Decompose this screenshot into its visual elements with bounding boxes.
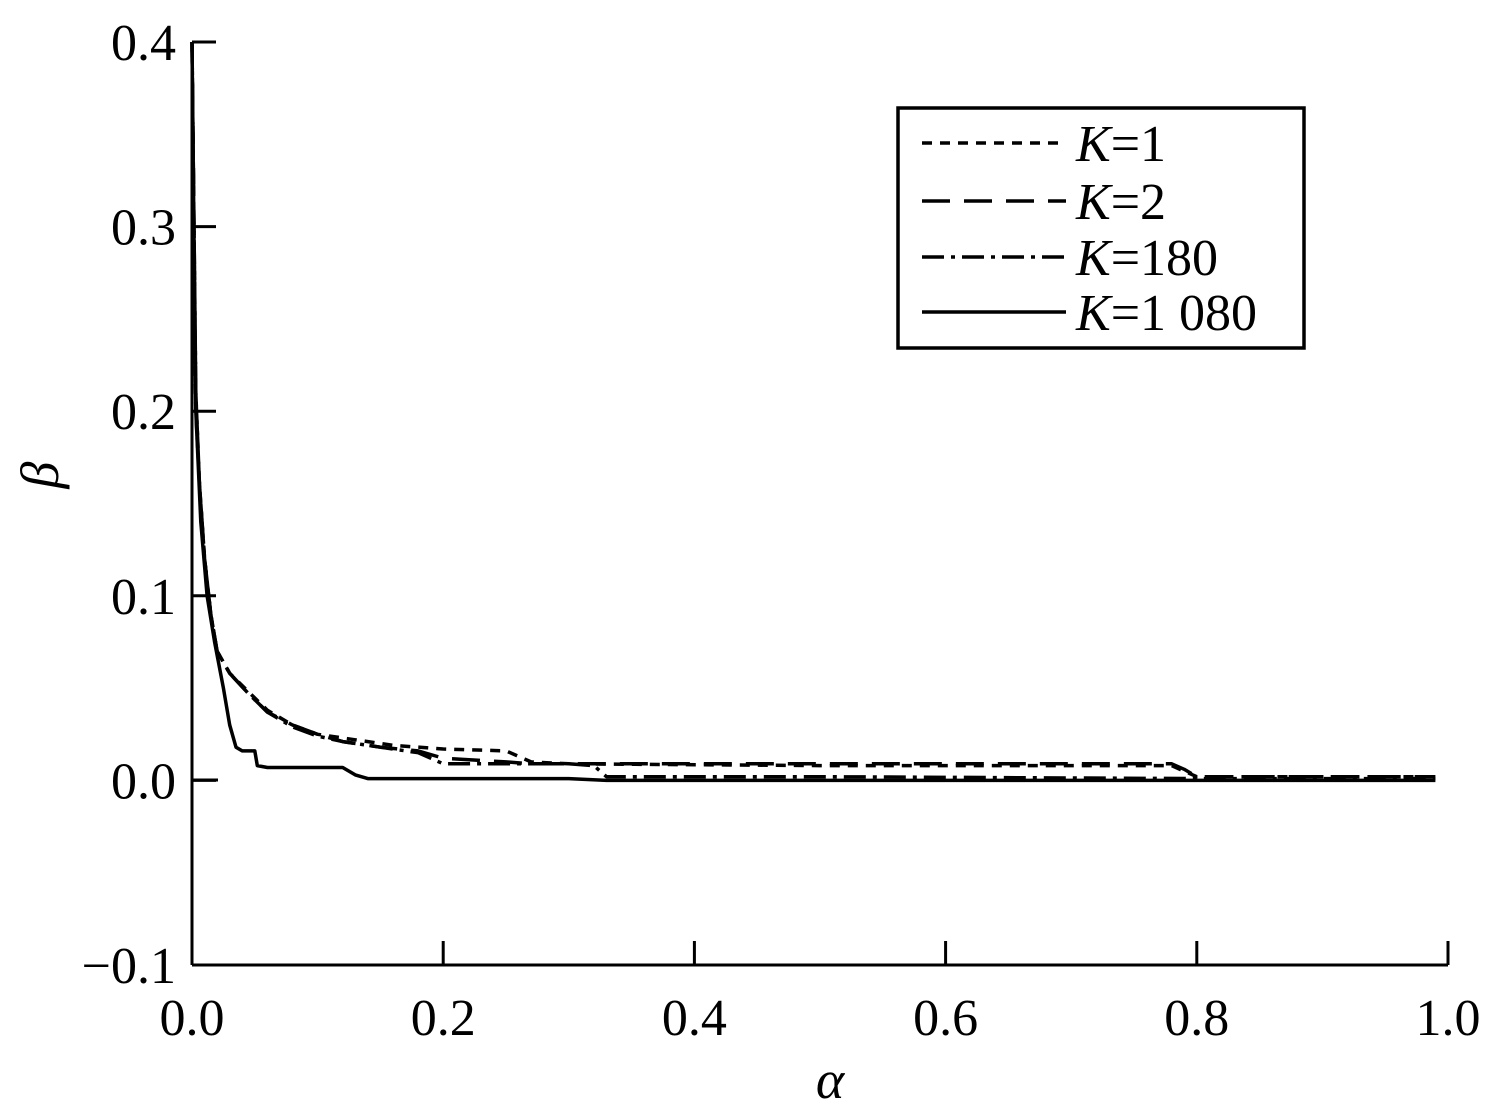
x-tick-label: 0.2 xyxy=(411,990,476,1047)
y-axis-label: β xyxy=(10,461,70,489)
x-ticks: 0.0 0.2 0.4 0.6 0.8 1.0 xyxy=(160,941,1481,1047)
legend-label-value: =1 xyxy=(1111,116,1166,173)
legend-label-k: K xyxy=(1075,230,1113,287)
legend-label: K=180 xyxy=(1075,230,1218,287)
legend-label-value: =2 xyxy=(1111,174,1166,231)
legend-label-k: K xyxy=(1075,285,1113,342)
legend-label: K=2 xyxy=(1075,174,1166,231)
y-tick-label: 0.1 xyxy=(111,569,176,626)
y-tick-label: 0.0 xyxy=(111,753,176,810)
y-tick-label: −0.1 xyxy=(82,938,176,995)
x-tick-label: 0.0 xyxy=(160,990,225,1047)
legend-label-k: K xyxy=(1075,174,1113,231)
x-axis-label: α xyxy=(816,1050,846,1110)
x-tick-label: 0.8 xyxy=(1164,990,1229,1047)
y-tick-label: 0.2 xyxy=(111,384,176,441)
series-group xyxy=(190,41,1436,783)
y-ticks: −0.1 0.0 0.1 0.2 0.3 0.4 xyxy=(82,15,216,995)
y-tick-label: 0.4 xyxy=(111,15,176,72)
y-tick-label: 0.3 xyxy=(111,200,176,257)
x-tick-label: 1.0 xyxy=(1416,990,1481,1047)
x-tick-label: 0.6 xyxy=(913,990,978,1047)
legend-label-value: =1 080 xyxy=(1111,285,1257,342)
legend-label-k: K xyxy=(1075,116,1113,173)
legend-label-value: =180 xyxy=(1111,230,1218,287)
series-line-1 xyxy=(190,41,1436,779)
series-line-4 xyxy=(190,41,1436,783)
legend-label: K=1 xyxy=(1075,116,1166,173)
legend-box xyxy=(896,106,1306,350)
legend-label: K=1 080 xyxy=(1075,285,1257,342)
x-tick-label: 0.4 xyxy=(662,990,727,1047)
